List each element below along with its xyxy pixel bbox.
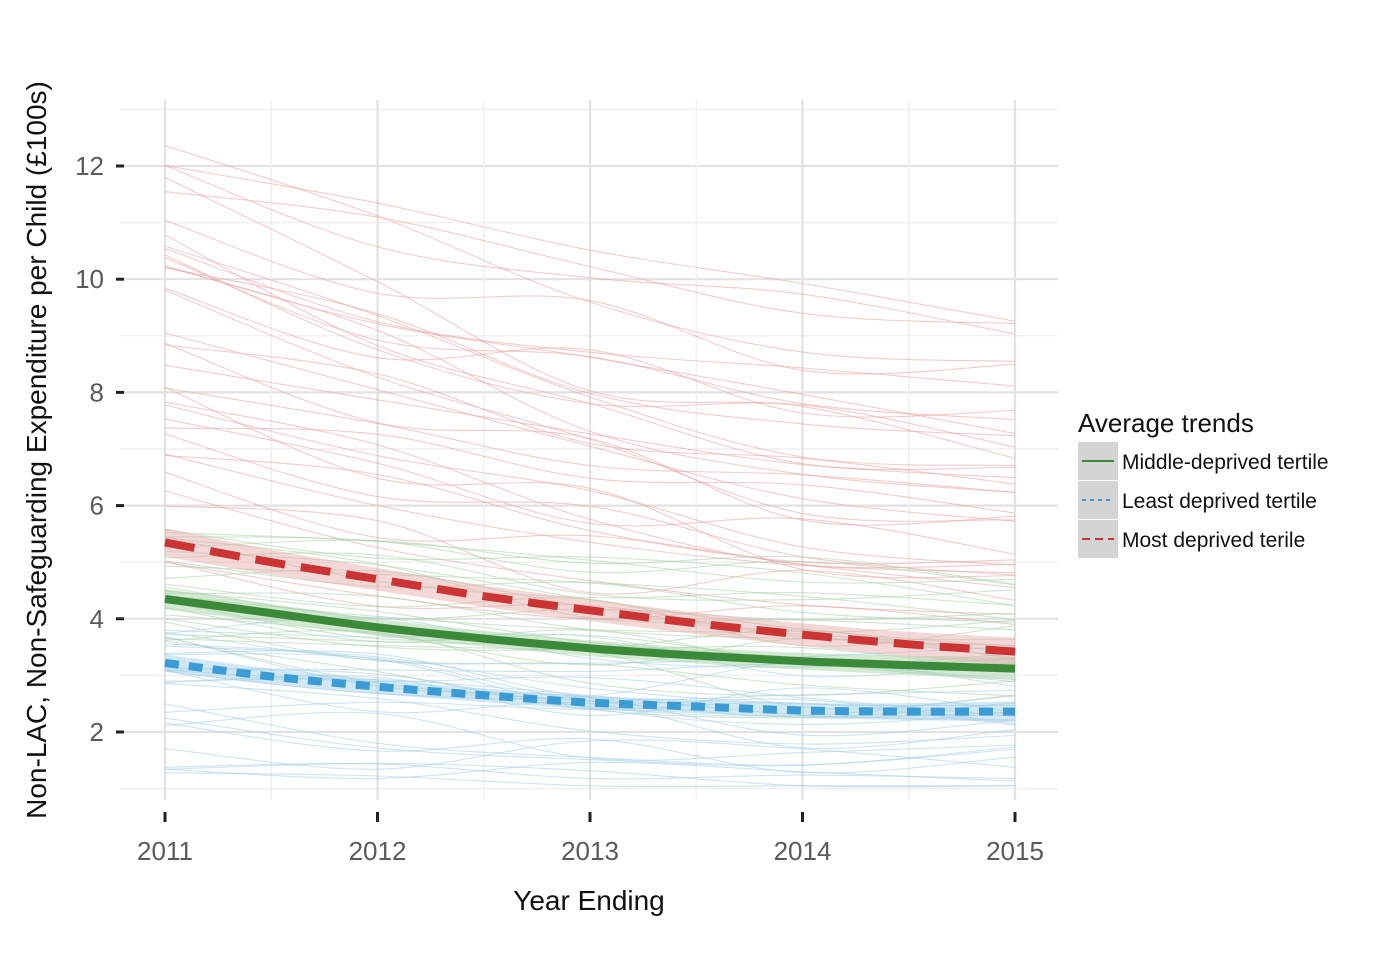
x-tick-label: 2015	[986, 836, 1044, 866]
trajectory-line	[164, 560, 1016, 623]
trajectory-line	[164, 289, 1016, 522]
y-tick-label: 10	[75, 264, 104, 294]
trajectory-line	[164, 629, 1016, 678]
trajectory-line	[164, 722, 1016, 774]
trajectory-line	[164, 550, 1016, 647]
confidence-band	[165, 588, 1015, 680]
confidence-band	[165, 654, 1015, 722]
trajectory-line	[164, 669, 1016, 749]
x-tick-label: 2014	[774, 836, 832, 866]
x-tick-label: 2012	[349, 836, 407, 866]
trajectory-line	[164, 471, 1016, 589]
series-line-1	[164, 595, 1016, 673]
trajectory-line	[164, 267, 1016, 437]
trajectory-line	[164, 265, 1016, 493]
trajectory-line	[164, 561, 1016, 625]
trajectory-line	[164, 683, 1016, 745]
x-tick-label: 2011	[137, 836, 193, 866]
trajectory-line	[164, 635, 1016, 737]
trajectory-line	[164, 287, 1016, 418]
legend: Average trends Middle-deprived tertile Le…	[1078, 408, 1329, 558]
trajectory-line	[164, 344, 1016, 485]
trajectory-line	[164, 711, 1016, 761]
trajectory-line	[164, 219, 1016, 375]
trajectory-line	[164, 669, 1016, 717]
trajectory-line	[164, 386, 1016, 579]
trajectory-line	[164, 772, 1015, 788]
y-axis: 2 4 6 8 10 12	[75, 151, 124, 747]
trajectory-line	[164, 144, 1016, 363]
legend-label: Least deprived tertile	[1122, 490, 1317, 513]
trajectory-line	[164, 191, 1016, 325]
trajectory-line	[164, 404, 1016, 566]
trajectory-line	[164, 505, 1016, 601]
trajectory-line	[164, 332, 1016, 522]
trajectory-line	[164, 763, 1016, 780]
trajectory-line	[164, 164, 1016, 335]
trajectory-line	[164, 453, 1016, 574]
y-tick-label: 4	[90, 604, 104, 634]
trajectory-line	[164, 761, 1016, 782]
trajectory-line	[164, 254, 1016, 448]
y-tick-label: 6	[90, 491, 104, 521]
x-axis-title: Year Ending	[513, 885, 665, 916]
trajectory-line	[164, 433, 1016, 576]
trajectory-line	[164, 165, 1016, 322]
trajectory-line	[164, 401, 1016, 569]
trajectory-line	[164, 418, 1016, 555]
trajectory-line	[164, 427, 1016, 514]
legend-label: Most deprived terile	[1122, 529, 1305, 552]
trajectory-line	[164, 364, 1016, 479]
legend-title: Average trends	[1078, 408, 1254, 438]
y-axis-title: Non-LAC, Non-Safeguarding Expenditure pe…	[21, 81, 52, 819]
trajectory-line	[164, 245, 1016, 467]
trajectory-line	[164, 669, 1016, 718]
trajectory-line	[164, 739, 1016, 770]
trajectory-line	[164, 701, 1016, 726]
y-tick-label: 12	[75, 151, 104, 181]
trajectory-line	[164, 631, 1016, 665]
trajectory-line	[164, 529, 1016, 607]
trajectory-line	[164, 387, 1016, 493]
series-line-3	[164, 538, 1016, 656]
y-tick-label: 8	[90, 377, 104, 407]
trajectory-line	[164, 621, 1016, 697]
trajectory-line	[164, 653, 1016, 725]
legend-label: Middle-deprived tertile	[1122, 451, 1329, 474]
trajectory-line	[164, 600, 1016, 683]
grid	[120, 100, 1058, 800]
series-lines	[164, 538, 1016, 716]
trajectory-line	[164, 539, 1016, 585]
y-tick-label: 2	[90, 717, 104, 747]
x-tick-label: 2013	[561, 836, 619, 866]
trajectory-line	[164, 490, 1016, 616]
trajectory-line	[164, 342, 1016, 526]
x-axis: 2011 2012 2013 2014 2015	[137, 812, 1044, 866]
trajectory-line	[164, 717, 1016, 767]
trajectory-line	[164, 675, 1016, 716]
trajectory-line	[164, 762, 1016, 788]
trajectory-line	[164, 177, 1016, 459]
trajectory-line	[164, 552, 1016, 601]
trajectory-line	[164, 650, 1016, 701]
